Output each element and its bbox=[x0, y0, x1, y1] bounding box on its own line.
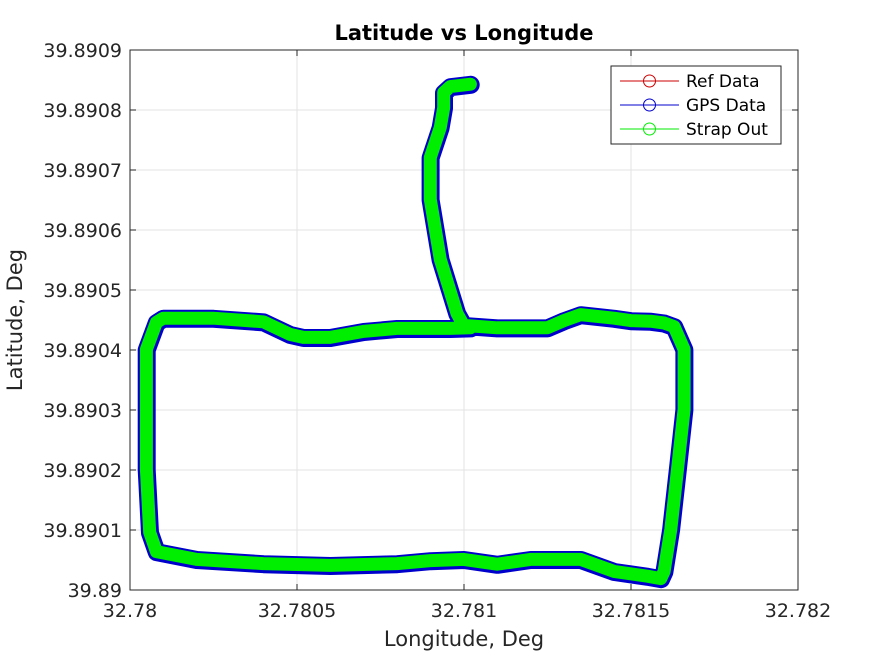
x-tick-label: 32.78 bbox=[103, 600, 157, 622]
y-tick-label: 39.8901 bbox=[43, 520, 122, 542]
x-tick-label: 32.782 bbox=[765, 600, 831, 622]
y-tick-label: 39.8902 bbox=[43, 460, 122, 482]
legend-label-gps-data: GPS Data bbox=[686, 96, 766, 116]
x-tick-label: 32.7815 bbox=[592, 600, 671, 622]
y-tick-label: 39.8905 bbox=[43, 280, 122, 302]
series-group bbox=[137, 75, 694, 589]
x-axis-label: Longitude, Deg bbox=[384, 627, 544, 651]
legend: Ref Data GPS Data Strap Out bbox=[610, 65, 782, 145]
y-axis-label: Latitude, Deg bbox=[3, 249, 27, 391]
ticks: 32.78 32.7805 32.781 32.7815 32.782 39.89 39.8… bbox=[43, 40, 831, 622]
legend-label-strap-out: Strap Out bbox=[686, 120, 768, 140]
y-tick-label: 39.89 bbox=[68, 580, 122, 602]
y-tick-label: 39.8907 bbox=[43, 160, 122, 182]
y-tick-label: 39.8906 bbox=[43, 220, 122, 242]
legend-marker-strap-out bbox=[643, 122, 656, 136]
legend-marker-ref-data bbox=[643, 74, 656, 88]
x-tick-label: 32.7805 bbox=[258, 600, 337, 622]
y-tick-label: 39.8908 bbox=[43, 100, 122, 122]
legend-marker-gps-data bbox=[643, 98, 656, 112]
chart-title: Latitude vs Longitude bbox=[334, 21, 593, 45]
y-tick-label: 39.8903 bbox=[43, 400, 122, 422]
series-line-strap-out bbox=[139, 77, 691, 586]
x-tick-label: 32.781 bbox=[431, 600, 497, 622]
y-tick-label: 39.8909 bbox=[43, 40, 122, 62]
y-tick-label: 39.8904 bbox=[43, 340, 122, 362]
legend-label-ref-data: Ref Data bbox=[686, 72, 760, 92]
